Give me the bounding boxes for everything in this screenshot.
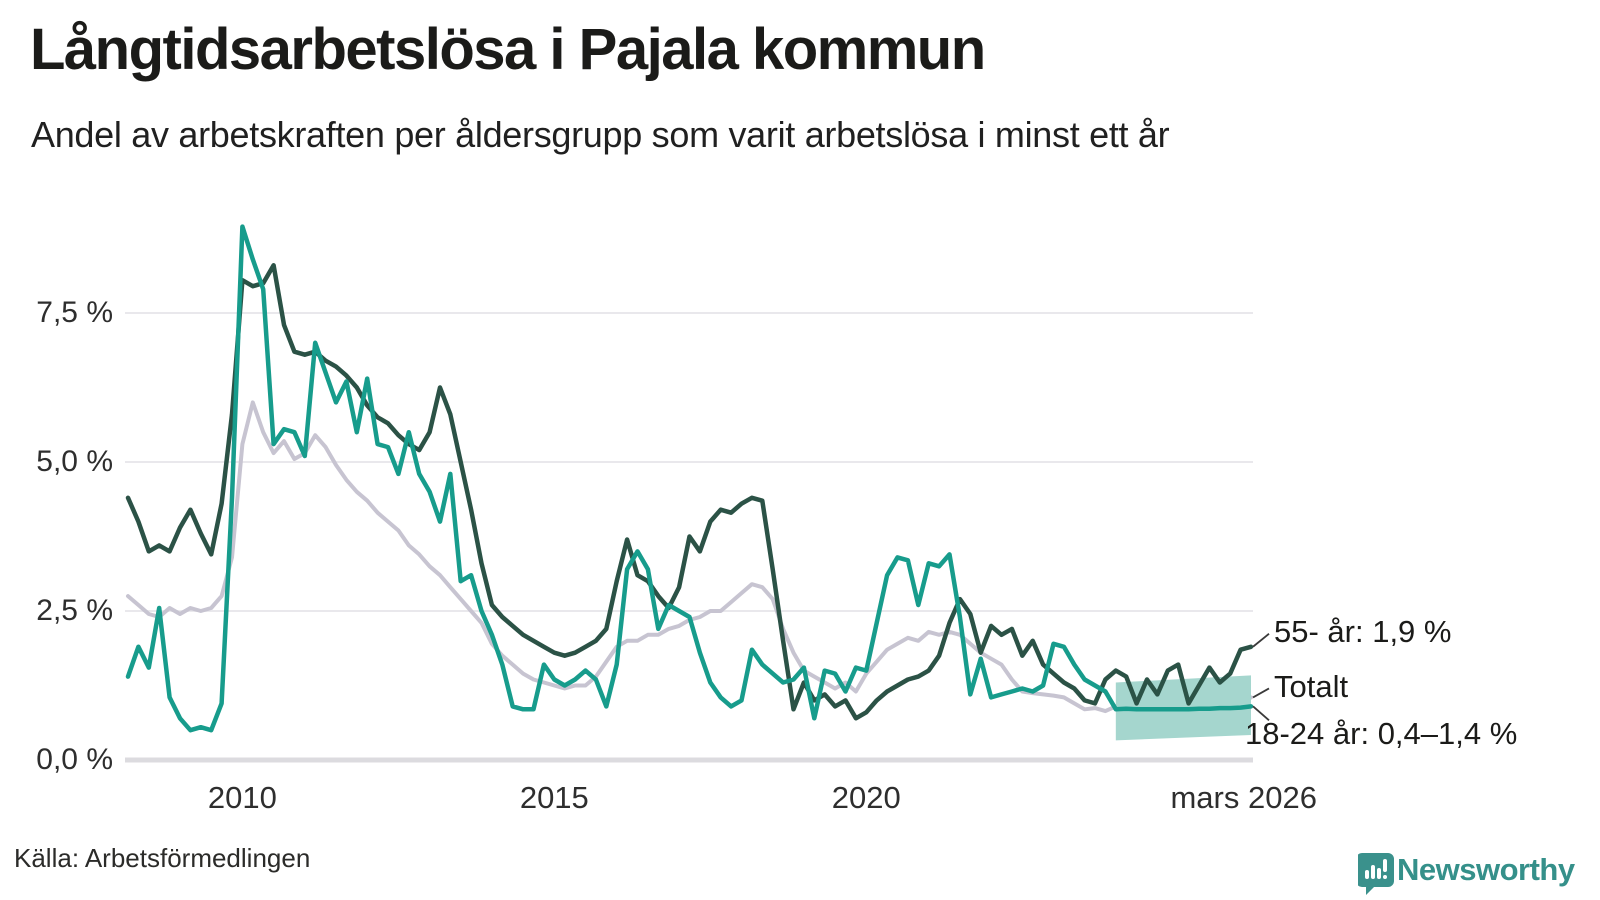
x-tick-label: 2010 — [207, 780, 277, 815]
page-subtitle: Andel av arbetskraften per åldersgrupp s… — [31, 114, 1170, 155]
newsworthy-logo-icon — [1358, 853, 1394, 895]
annotation-leader-total — [1252, 687, 1270, 699]
y-tick-label: 2,5 % — [36, 594, 113, 627]
x-tick-label: 2015 — [519, 780, 589, 815]
x-tick-label: 2020 — [831, 780, 901, 815]
annotation-label-total: Totalt — [1274, 669, 1349, 704]
annotation-leader-age55 — [1252, 633, 1270, 648]
series-line-age55 — [125, 263, 1254, 721]
series-line-age1824 — [125, 224, 1254, 733]
y-tick-label: 5,0 % — [36, 445, 113, 478]
x-tick-label: mars 2026 — [1170, 780, 1317, 815]
page-title: Långtidsarbetslösa i Pajala kommun — [30, 17, 986, 82]
newsworthy-wordmark: Newsworthy — [1397, 852, 1575, 887]
y-tick-label: 7,5 % — [36, 296, 113, 329]
annotation-label-age55: 55- år: 1,9 % — [1274, 614, 1452, 649]
y-tick-label: 0,0 % — [36, 743, 113, 776]
series-line-total — [126, 400, 1253, 714]
annotation-label-age1824: 18-24 år: 0,4–1,4 % — [1245, 716, 1518, 751]
annotation-leader-age1824 — [1252, 705, 1270, 722]
source-note: Källa: Arbetsförmedlingen — [14, 843, 311, 873]
